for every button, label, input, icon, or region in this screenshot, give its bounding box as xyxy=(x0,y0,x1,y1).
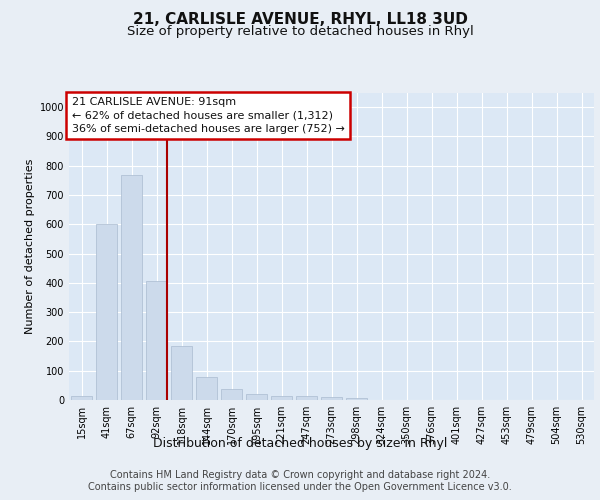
Bar xyxy=(121,174,142,400)
Bar xyxy=(271,396,292,400)
Bar xyxy=(96,224,117,400)
Bar xyxy=(296,396,317,400)
Bar xyxy=(171,346,192,400)
Bar xyxy=(321,397,342,400)
Text: Distribution of detached houses by size in Rhyl: Distribution of detached houses by size … xyxy=(153,438,447,450)
Y-axis label: Number of detached properties: Number of detached properties xyxy=(25,158,35,334)
Text: 21, CARLISLE AVENUE, RHYL, LL18 3UD: 21, CARLISLE AVENUE, RHYL, LL18 3UD xyxy=(133,12,467,28)
Text: Contains HM Land Registry data © Crown copyright and database right 2024.
Contai: Contains HM Land Registry data © Crown c… xyxy=(88,470,512,492)
Bar xyxy=(221,389,242,400)
Bar xyxy=(346,398,367,400)
Bar xyxy=(246,394,267,400)
Text: 21 CARLISLE AVENUE: 91sqm
← 62% of detached houses are smaller (1,312)
36% of se: 21 CARLISLE AVENUE: 91sqm ← 62% of detac… xyxy=(71,97,344,134)
Bar xyxy=(71,396,92,400)
Text: Size of property relative to detached houses in Rhyl: Size of property relative to detached ho… xyxy=(127,25,473,38)
Bar xyxy=(146,282,167,400)
Bar xyxy=(196,377,217,400)
